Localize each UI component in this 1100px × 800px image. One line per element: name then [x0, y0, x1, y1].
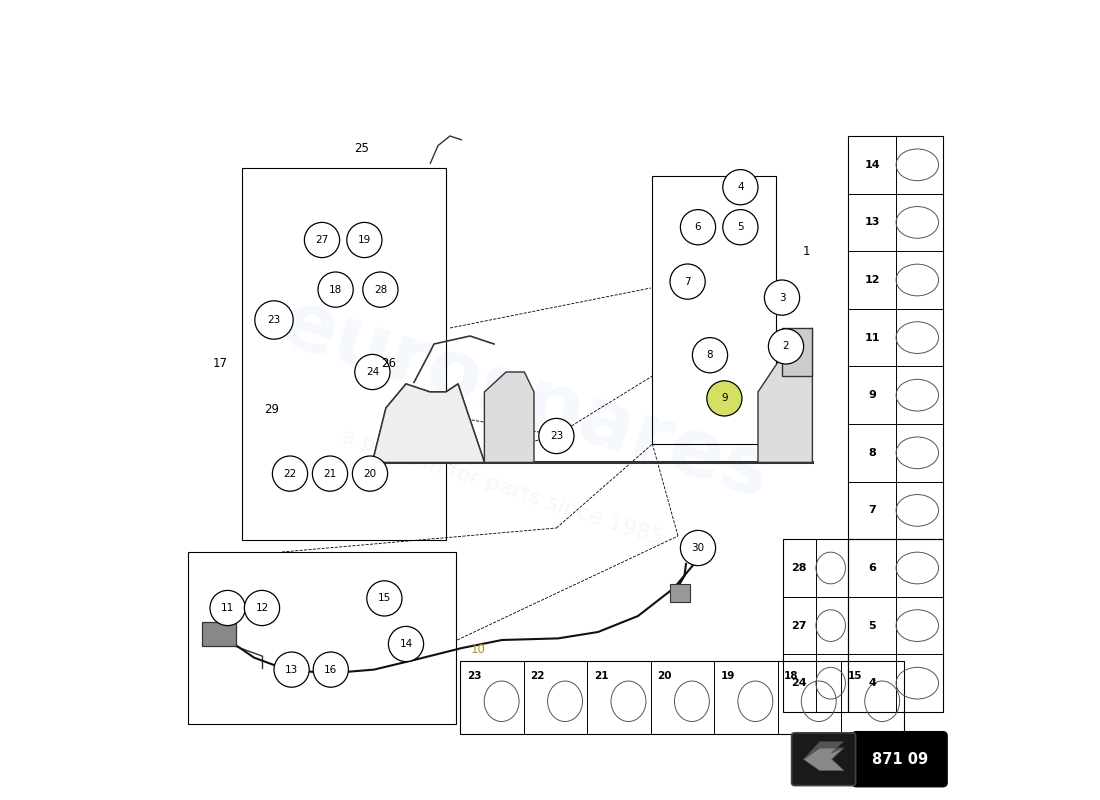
Text: 29: 29 — [264, 403, 279, 416]
FancyBboxPatch shape — [852, 732, 947, 786]
Text: 24: 24 — [366, 367, 379, 377]
Circle shape — [707, 381, 743, 416]
Text: 30: 30 — [692, 543, 705, 553]
Text: 7: 7 — [684, 277, 691, 286]
Bar — [202, 622, 235, 646]
Circle shape — [318, 272, 353, 307]
Text: 18: 18 — [329, 285, 342, 294]
Text: 25: 25 — [354, 142, 370, 154]
Polygon shape — [758, 328, 813, 462]
Text: 12: 12 — [255, 603, 268, 613]
Polygon shape — [373, 384, 484, 462]
Circle shape — [346, 222, 382, 258]
Text: 21: 21 — [594, 670, 608, 681]
Circle shape — [388, 626, 424, 662]
Bar — [670, 584, 690, 602]
Bar — [783, 539, 848, 712]
Text: 4: 4 — [737, 182, 744, 192]
Text: 12: 12 — [865, 275, 880, 285]
Text: 8: 8 — [706, 350, 713, 360]
Circle shape — [274, 652, 309, 687]
Text: 19: 19 — [720, 670, 735, 681]
Bar — [848, 539, 943, 712]
Text: 27: 27 — [316, 235, 329, 245]
Text: 13: 13 — [285, 665, 298, 674]
Circle shape — [681, 210, 716, 245]
Text: 10: 10 — [471, 643, 485, 656]
Text: 20: 20 — [363, 469, 376, 478]
Text: 1: 1 — [802, 245, 810, 258]
Circle shape — [305, 222, 340, 258]
Circle shape — [723, 170, 758, 205]
Text: 5: 5 — [868, 621, 876, 630]
Text: 19: 19 — [358, 235, 371, 245]
Circle shape — [539, 418, 574, 454]
Text: 2: 2 — [783, 342, 790, 351]
Circle shape — [681, 530, 716, 566]
Text: 24: 24 — [791, 678, 807, 688]
Bar — [652, 176, 777, 444]
Bar — [782, 328, 813, 376]
FancyBboxPatch shape — [792, 733, 856, 786]
Text: eurospares: eurospares — [272, 284, 780, 516]
Text: 18: 18 — [784, 670, 799, 681]
Bar — [461, 661, 904, 734]
Circle shape — [312, 456, 348, 491]
Text: 7: 7 — [868, 506, 876, 515]
Polygon shape — [804, 748, 844, 770]
Text: 5: 5 — [737, 222, 744, 232]
Polygon shape — [484, 372, 534, 462]
Circle shape — [363, 272, 398, 307]
Text: 28: 28 — [374, 285, 387, 294]
Circle shape — [764, 280, 800, 315]
Circle shape — [723, 210, 758, 245]
Text: 8: 8 — [868, 448, 876, 458]
Circle shape — [366, 581, 402, 616]
Text: 26: 26 — [381, 358, 396, 370]
Text: 21: 21 — [323, 469, 337, 478]
Text: 22: 22 — [284, 469, 297, 478]
Text: 871 09: 871 09 — [871, 752, 927, 766]
Text: 22: 22 — [530, 670, 544, 681]
Text: 20: 20 — [658, 670, 672, 681]
Text: 4: 4 — [868, 678, 876, 688]
Circle shape — [255, 301, 294, 339]
Text: 9: 9 — [722, 394, 728, 403]
Text: 15: 15 — [377, 594, 390, 603]
Circle shape — [769, 329, 804, 364]
Circle shape — [210, 590, 245, 626]
Text: 6: 6 — [695, 222, 702, 232]
Circle shape — [273, 456, 308, 491]
Text: 23: 23 — [267, 315, 280, 325]
Circle shape — [692, 338, 727, 373]
Text: 28: 28 — [792, 563, 807, 573]
Text: 14: 14 — [399, 639, 412, 649]
Text: 11: 11 — [221, 603, 234, 613]
Circle shape — [670, 264, 705, 299]
Text: 16: 16 — [324, 665, 338, 674]
Text: 17: 17 — [213, 358, 228, 370]
Text: 14: 14 — [865, 160, 880, 170]
Text: 27: 27 — [792, 621, 807, 630]
Text: 15: 15 — [848, 670, 862, 681]
Text: 23: 23 — [468, 670, 482, 681]
Circle shape — [352, 456, 387, 491]
Text: 3: 3 — [779, 293, 785, 302]
Text: 9: 9 — [868, 390, 876, 400]
Text: 13: 13 — [865, 218, 880, 227]
Bar — [848, 136, 943, 539]
Circle shape — [244, 590, 279, 626]
Bar — [242, 168, 446, 540]
Text: 23: 23 — [550, 431, 563, 441]
Text: 6: 6 — [868, 563, 876, 573]
Circle shape — [314, 652, 349, 687]
Circle shape — [355, 354, 390, 390]
Bar — [188, 552, 456, 724]
Polygon shape — [804, 742, 844, 759]
Text: a passion for parts since 1985: a passion for parts since 1985 — [339, 426, 666, 550]
Text: 11: 11 — [865, 333, 880, 342]
